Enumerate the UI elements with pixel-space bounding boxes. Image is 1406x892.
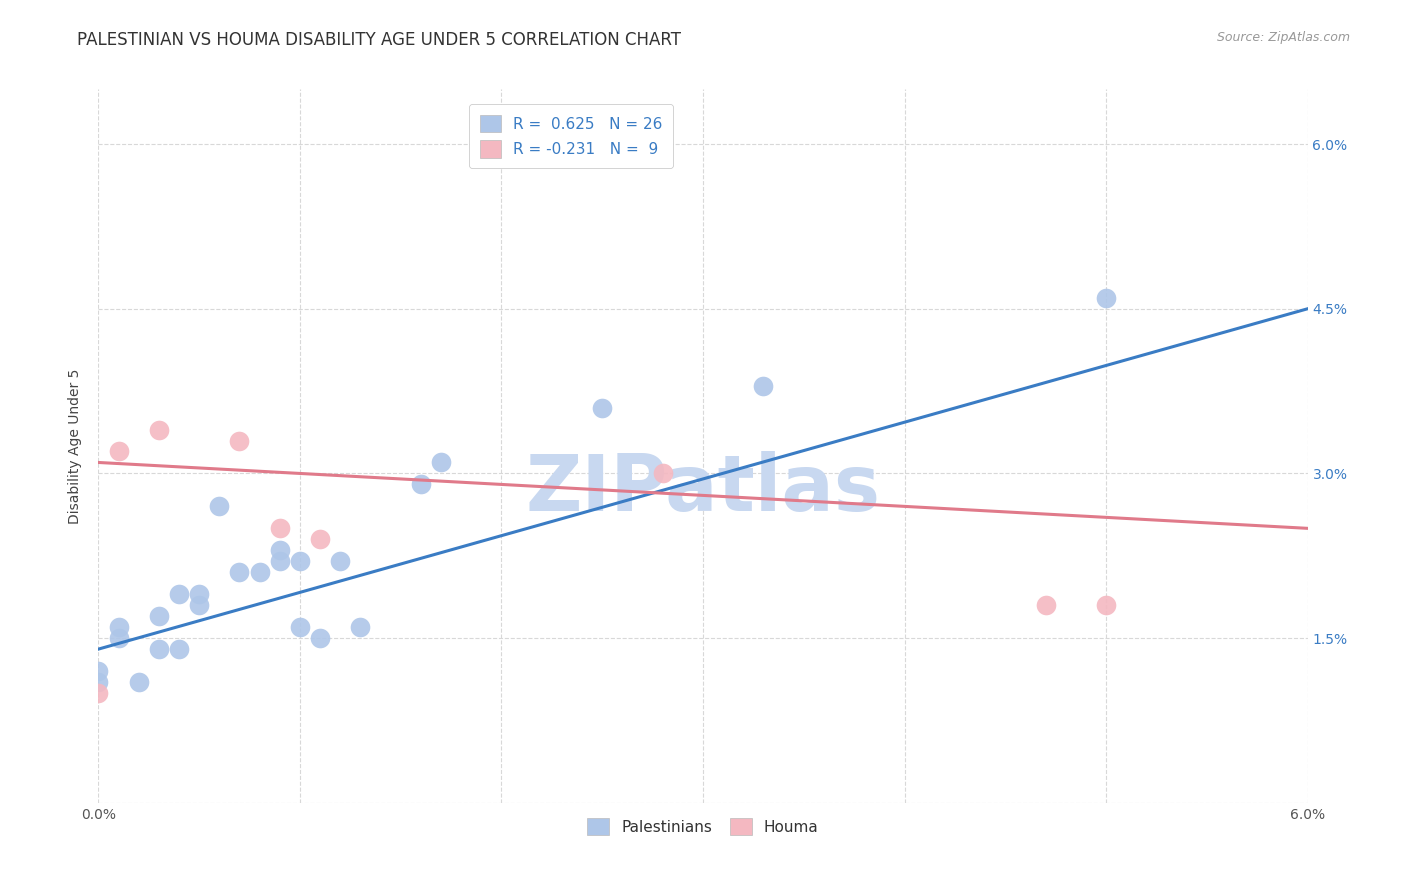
Point: [591, 401, 613, 415]
Point: [188, 587, 211, 601]
Point: [1035, 598, 1057, 612]
Point: [269, 521, 291, 535]
Point: [87, 675, 110, 690]
Point: [107, 620, 129, 634]
Point: [148, 423, 170, 437]
Point: [269, 543, 291, 558]
Point: [107, 444, 129, 458]
Point: [288, 554, 311, 568]
Point: [167, 642, 190, 657]
Point: [752, 378, 775, 392]
Point: [249, 566, 271, 580]
Point: [148, 642, 170, 657]
Point: [309, 533, 332, 547]
Point: [87, 686, 110, 700]
Point: [1095, 291, 1118, 305]
Point: [188, 598, 211, 612]
Point: [148, 609, 170, 624]
Point: [288, 620, 311, 634]
Text: PALESTINIAN VS HOUMA DISABILITY AGE UNDER 5 CORRELATION CHART: PALESTINIAN VS HOUMA DISABILITY AGE UNDE…: [77, 31, 682, 49]
Point: [87, 664, 110, 678]
Point: [349, 620, 371, 634]
Point: [128, 675, 150, 690]
Point: [167, 587, 190, 601]
Text: Source: ZipAtlas.com: Source: ZipAtlas.com: [1216, 31, 1350, 45]
Point: [651, 467, 673, 481]
Text: ZIPatlas: ZIPatlas: [526, 450, 880, 527]
Point: [208, 500, 231, 514]
Point: [228, 566, 250, 580]
Point: [309, 631, 332, 645]
Legend: Palestinians, Houma: Palestinians, Houma: [581, 812, 825, 841]
Y-axis label: Disability Age Under 5: Disability Age Under 5: [69, 368, 83, 524]
Point: [329, 554, 352, 568]
Point: [409, 477, 432, 491]
Point: [1095, 598, 1118, 612]
Point: [430, 455, 453, 469]
Point: [269, 554, 291, 568]
Point: [228, 434, 250, 448]
Point: [107, 631, 129, 645]
